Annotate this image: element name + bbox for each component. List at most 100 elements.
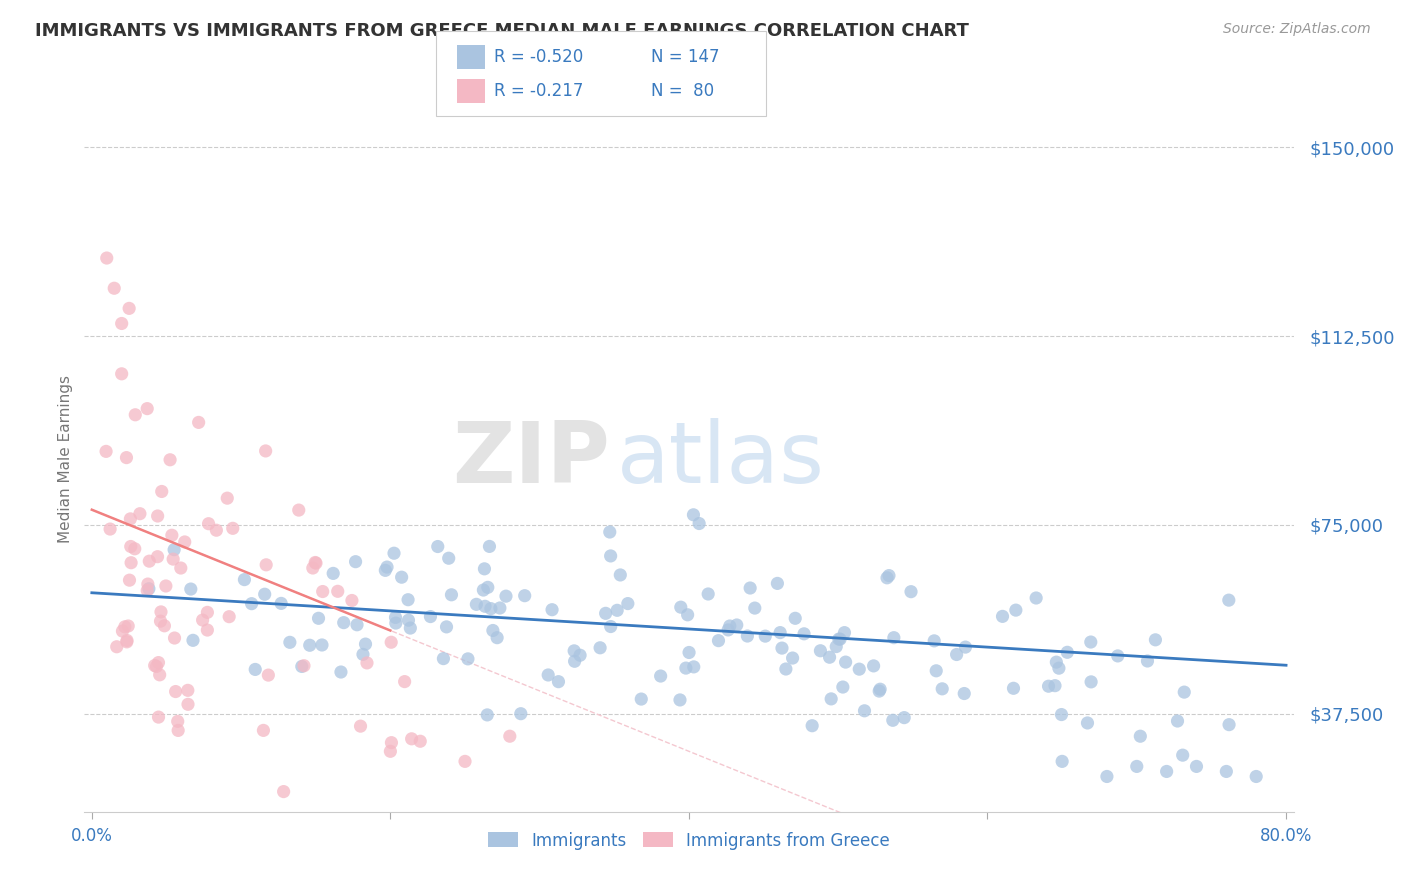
Y-axis label: Median Male Earnings: Median Male Earnings <box>58 376 73 543</box>
Point <box>346 617 368 632</box>
Point <box>1185 759 1208 773</box>
Point <box>149 605 172 619</box>
Point <box>465 598 488 612</box>
Point <box>380 736 402 750</box>
Text: atlas: atlas <box>616 417 824 501</box>
Point <box>118 573 141 587</box>
Text: IMMIGRANTS VS IMMIGRANTS FROM GREECE MEDIAN MALE EARNINGS CORRELATION CHART: IMMIGRANTS VS IMMIGRANTS FROM GREECE MED… <box>35 22 969 40</box>
Point <box>457 652 479 666</box>
Point <box>218 609 240 624</box>
Point <box>454 755 477 769</box>
Point <box>136 577 159 591</box>
Point <box>124 408 146 422</box>
Point <box>595 607 617 621</box>
Point <box>785 611 807 625</box>
Point <box>409 734 432 748</box>
Point <box>301 561 323 575</box>
Point <box>893 711 915 725</box>
Point <box>474 599 496 614</box>
Point <box>115 633 138 648</box>
Point <box>630 692 652 706</box>
Point <box>754 629 776 643</box>
Point <box>617 597 640 611</box>
Point <box>650 669 672 683</box>
Point <box>489 601 512 615</box>
Point <box>882 714 904 728</box>
Point <box>744 601 766 615</box>
Point <box>1080 674 1102 689</box>
Text: N = 147: N = 147 <box>651 48 720 66</box>
Point <box>136 583 159 598</box>
Point <box>1095 769 1118 784</box>
Point <box>356 656 378 670</box>
Point <box>163 542 186 557</box>
Point <box>349 719 371 733</box>
Point <box>818 650 841 665</box>
Point <box>114 620 136 634</box>
Point <box>111 624 134 639</box>
Point <box>391 570 413 584</box>
Point <box>129 507 152 521</box>
Point <box>160 528 183 542</box>
Point <box>1107 648 1129 663</box>
Point <box>675 661 697 675</box>
Point <box>1136 654 1159 668</box>
Text: N =  80: N = 80 <box>651 82 714 100</box>
Point <box>145 659 167 673</box>
Point <box>222 521 245 535</box>
Point <box>495 589 517 603</box>
Point <box>115 450 138 465</box>
Point <box>775 662 797 676</box>
Point <box>111 317 134 331</box>
Point <box>257 668 280 682</box>
Point <box>149 668 172 682</box>
Point <box>440 588 463 602</box>
Point <box>217 491 239 505</box>
Point <box>167 723 190 738</box>
Point <box>197 606 219 620</box>
Point <box>304 556 326 570</box>
Point <box>1218 593 1240 607</box>
Point <box>609 568 631 582</box>
Point <box>474 562 496 576</box>
Point <box>298 638 321 652</box>
Point <box>547 674 569 689</box>
Point <box>254 558 277 572</box>
Point <box>96 251 118 265</box>
Point <box>191 613 214 627</box>
Point <box>163 631 186 645</box>
Point <box>143 658 166 673</box>
Point <box>1080 635 1102 649</box>
Point <box>352 648 374 662</box>
Point <box>1144 632 1167 647</box>
Point <box>94 444 117 458</box>
Point <box>769 625 792 640</box>
Point <box>766 576 789 591</box>
Point <box>782 651 804 665</box>
Point <box>270 596 292 610</box>
Point <box>669 600 692 615</box>
Point <box>1171 748 1194 763</box>
Point <box>486 631 509 645</box>
Point <box>682 508 704 522</box>
Point <box>166 714 188 729</box>
Point <box>173 535 195 549</box>
Point <box>1043 679 1066 693</box>
Point <box>717 623 740 637</box>
Point <box>181 633 204 648</box>
Point <box>426 540 449 554</box>
Point <box>195 623 218 637</box>
Point <box>254 444 277 458</box>
Point <box>1045 655 1067 669</box>
Point <box>148 656 170 670</box>
Point <box>831 680 853 694</box>
Point <box>180 582 202 596</box>
Point <box>1244 769 1267 784</box>
Text: Source: ZipAtlas.com: Source: ZipAtlas.com <box>1223 22 1371 37</box>
Point <box>1218 717 1240 731</box>
Point <box>120 512 142 526</box>
Point <box>1215 764 1237 779</box>
Point <box>513 589 536 603</box>
Point <box>801 719 824 733</box>
Point <box>159 452 181 467</box>
